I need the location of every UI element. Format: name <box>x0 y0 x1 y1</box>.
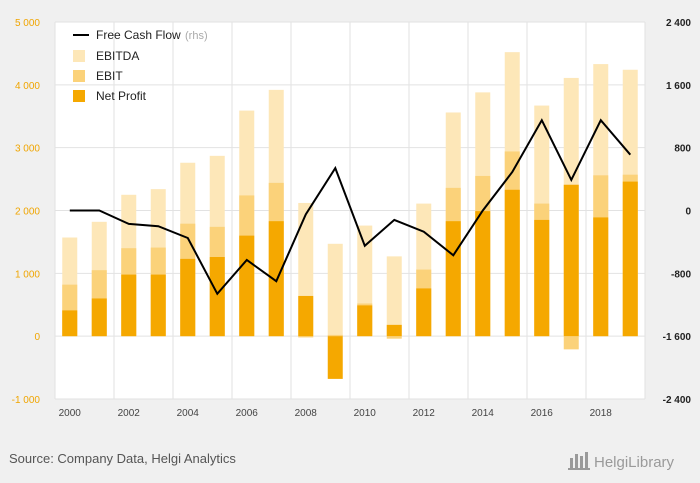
x-tick-label: 2018 <box>590 408 613 419</box>
legend-swatch-ebit <box>73 70 85 82</box>
bar-net-profit <box>209 256 225 337</box>
left-tick-label: -1 000 <box>12 395 41 406</box>
legend-label-free-cash-flow: Free Cash Flow <box>96 28 181 42</box>
bar-ebitda <box>386 256 402 337</box>
bar-ebit <box>298 336 314 338</box>
legend-label-ebitda: EBITDA <box>96 49 139 63</box>
x-tick-label: 2002 <box>118 408 141 419</box>
right-axis-ticks: -2 400 -1 600 -800 0 800 1 600 2 400 <box>663 18 692 406</box>
right-tick-label: 0 <box>685 207 691 218</box>
x-axis-ticks: 2000 2002 2004 2006 2008 2010 2012 2014 2016 2018 <box>59 408 613 419</box>
legend-swatch-ebitda <box>73 50 85 62</box>
bar-net-profit <box>180 258 196 337</box>
bar-ebit <box>563 336 579 350</box>
legend-suffix-rhs: (rhs) <box>185 30 208 42</box>
legend-label-ebit: EBIT <box>96 69 123 83</box>
bar-net-profit <box>62 310 78 337</box>
x-tick-label: 2012 <box>413 408 436 419</box>
x-tick-label: 2014 <box>472 408 495 419</box>
x-tick-label: 2000 <box>59 408 82 419</box>
right-tick-label: -1 600 <box>663 332 692 343</box>
right-tick-label: 2 400 <box>666 18 691 29</box>
x-tick-label: 2010 <box>354 408 377 419</box>
bar-net-profit <box>327 336 343 379</box>
right-tick-label: 1 600 <box>666 81 691 92</box>
logo-text: HelgiLibrary <box>594 454 675 471</box>
bar-net-profit <box>386 324 402 337</box>
left-tick-label: 5 000 <box>15 18 40 29</box>
bar-net-profit <box>504 189 520 337</box>
bar-net-profit <box>121 274 137 337</box>
right-tick-label: -2 400 <box>663 395 692 406</box>
left-axis-ticks: -1 000 0 1 000 2 000 3 000 4 000 5 000 <box>12 18 41 406</box>
bar-ebit <box>327 334 343 337</box>
fcf-line-layer <box>69 118 632 296</box>
left-tick-label: 3 000 <box>15 144 40 155</box>
bar-net-profit <box>475 211 491 337</box>
bar-ebitda <box>327 243 343 337</box>
bar-net-profit <box>357 305 373 337</box>
bar-net-profit <box>91 298 107 337</box>
left-tick-label: 2 000 <box>15 207 40 218</box>
left-tick-label: 0 <box>34 332 40 343</box>
helgi-logo: HelgiLibrary <box>568 452 675 471</box>
x-tick-label: 2016 <box>531 408 554 419</box>
legend: Free Cash Flow (rhs) EBITDA EBIT Net Pro… <box>73 28 208 103</box>
bar-net-profit <box>563 184 579 337</box>
bar-net-profit <box>150 274 166 337</box>
bar-net-profit <box>239 235 255 337</box>
bar-net-profit <box>268 221 284 337</box>
bar-net-profit <box>593 217 609 337</box>
logo-icon <box>568 452 590 470</box>
left-tick-label: 4 000 <box>15 81 40 92</box>
left-tick-label: 1 000 <box>15 269 40 280</box>
bar-net-profit <box>445 221 461 337</box>
line-free-cash-flow <box>69 118 632 296</box>
bars <box>62 52 638 379</box>
source-note: Source: Company Data, Helgi Analytics <box>9 451 236 466</box>
bar-net-profit <box>416 288 432 337</box>
bar-ebit <box>386 336 402 339</box>
right-tick-label: 800 <box>674 144 691 155</box>
bar-net-profit <box>298 295 314 337</box>
right-tick-label: -800 <box>671 269 691 280</box>
x-tick-label: 2004 <box>177 408 200 419</box>
x-tick-label: 2008 <box>295 408 318 419</box>
x-tick-label: 2006 <box>236 408 259 419</box>
bar-net-profit <box>622 181 638 337</box>
legend-label-net-profit: Net Profit <box>96 89 147 103</box>
bar-net-profit <box>534 219 550 337</box>
legend-swatch-net-profit <box>73 90 85 102</box>
